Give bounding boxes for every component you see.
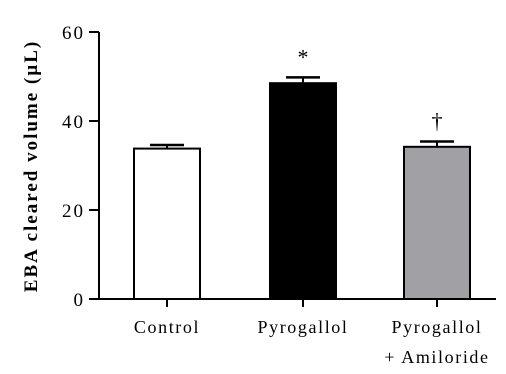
y-ticks-group: 0 20 40 60	[62, 23, 99, 311]
x-category-label-1: Pyrogallol	[258, 317, 349, 337]
x-category-label-2: Pyrogallol	[392, 317, 483, 337]
y-tick-label: 60	[62, 23, 85, 44]
x-category-labels: Control Pyrogallol Pyrogallol + Amiloride	[134, 299, 489, 367]
bar-2	[403, 145, 471, 300]
y-axis-label: EBA cleared volume (µL)	[21, 40, 42, 292]
error-bars-group	[150, 76, 454, 149]
significance-marker-2: †	[432, 108, 443, 133]
bar-0	[133, 147, 201, 300]
y-tick-label: 0	[74, 290, 86, 311]
annotations-group: *†	[298, 44, 443, 133]
y-tick-label: 20	[62, 201, 85, 222]
significance-marker-1: *	[298, 44, 309, 69]
x-category-label-0: Control	[134, 317, 200, 337]
bars-group	[133, 82, 471, 300]
bar-1	[269, 82, 337, 300]
x-category-sublabel-2: + Amiloride	[384, 347, 489, 367]
y-tick-label: 40	[62, 112, 85, 133]
